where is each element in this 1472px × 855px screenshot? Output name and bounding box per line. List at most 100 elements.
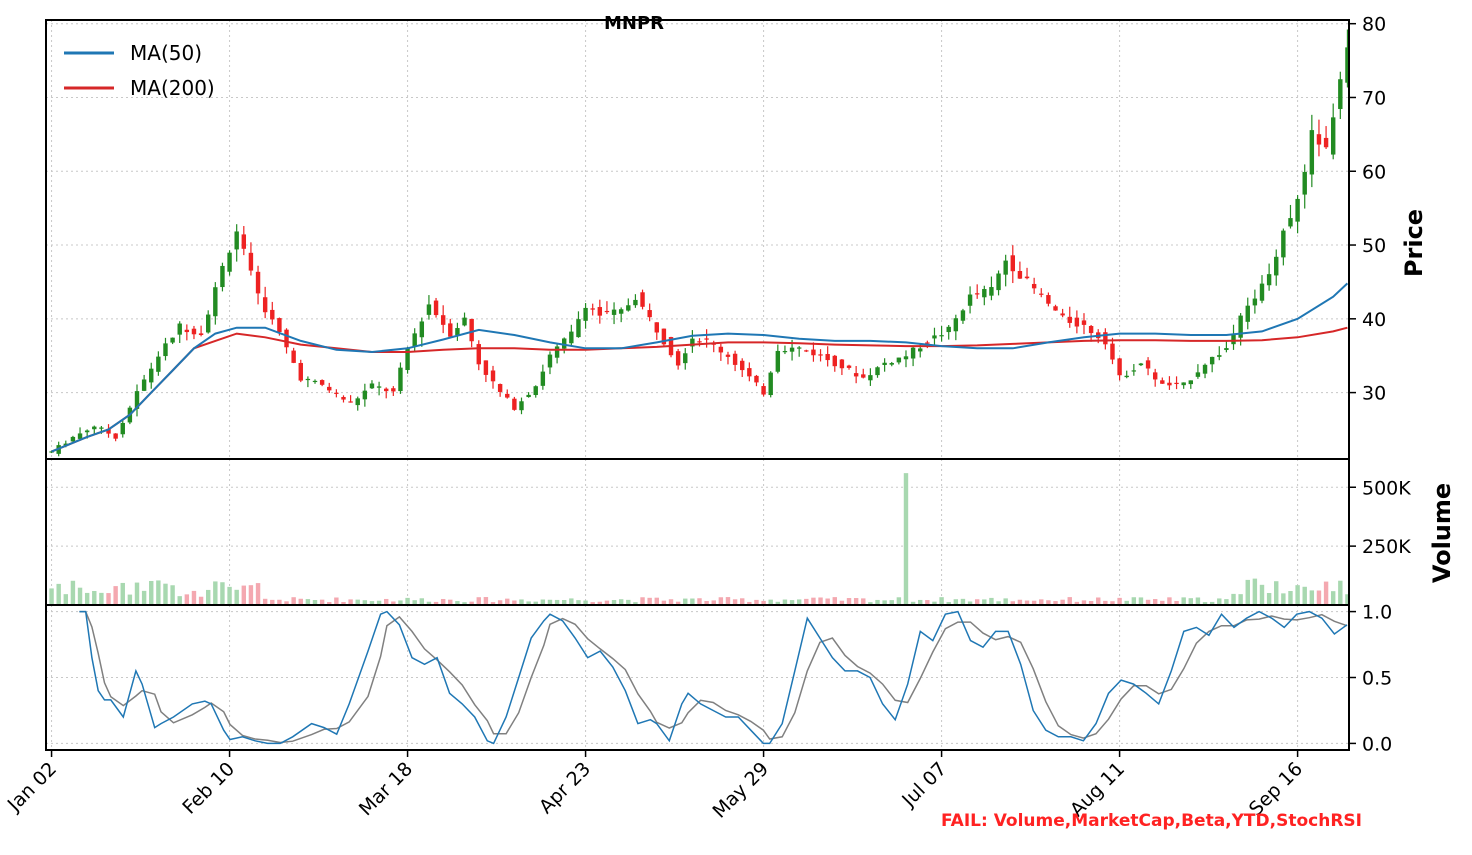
candle-body <box>832 355 837 367</box>
volume-bar <box>1345 594 1350 605</box>
volume-bar <box>597 601 603 605</box>
volume-bar <box>448 599 453 605</box>
candle-body <box>1330 117 1336 155</box>
volume-bar <box>1195 597 1201 605</box>
moving-average-lines <box>51 282 1349 453</box>
candle-body <box>953 318 959 332</box>
candle-body <box>412 333 417 347</box>
volume-tick-label: 500K <box>1362 477 1411 499</box>
candle-body <box>1302 171 1307 195</box>
candle-body <box>1160 380 1165 384</box>
volume-bar <box>540 599 546 605</box>
volume-bar <box>1152 599 1158 605</box>
volume-bar <box>362 600 368 605</box>
volume-bar <box>1217 598 1222 605</box>
price-gridlines <box>46 20 1349 459</box>
volume-bar <box>796 599 802 605</box>
candle-body <box>84 430 90 433</box>
volume-bar <box>1017 599 1023 605</box>
candle-body <box>99 427 104 429</box>
volume-bar <box>1309 590 1315 605</box>
candle-body <box>1316 134 1322 145</box>
candle-body <box>989 287 994 296</box>
candle-body <box>1031 283 1037 289</box>
candle-body <box>967 294 973 306</box>
candle-body <box>1110 343 1115 360</box>
candle-body <box>120 422 125 435</box>
volume-bar <box>127 594 133 605</box>
candle-body <box>1217 355 1222 357</box>
volume-bar <box>1338 580 1343 605</box>
candle-body <box>319 380 325 385</box>
candle-body <box>974 293 980 295</box>
candle-body <box>241 234 247 249</box>
volume-bar <box>690 598 695 605</box>
candle-body <box>248 252 254 271</box>
volume-bar <box>1330 591 1336 605</box>
volume-bar <box>177 596 182 605</box>
volume-bars <box>49 473 1350 605</box>
candle-body <box>433 300 439 316</box>
candle-body <box>661 328 667 345</box>
price-tick-label: 80 <box>1362 14 1386 36</box>
candle-body <box>1238 315 1243 338</box>
volume-bar <box>732 599 738 605</box>
volume-bar <box>412 600 417 605</box>
volume-bar <box>1316 590 1322 605</box>
stoch-k-line <box>79 610 1348 745</box>
candle-body <box>1323 137 1329 148</box>
volume-bar <box>861 598 866 605</box>
candle-body <box>754 375 759 383</box>
volume-bar <box>134 582 140 605</box>
candle-body <box>205 314 211 333</box>
candle-body <box>355 398 360 406</box>
volume-bar <box>205 589 211 605</box>
candle-body <box>348 401 353 403</box>
volume-bar <box>925 600 930 605</box>
volume-bar <box>960 598 966 605</box>
status-fail-text: FAIL: Volume,MarketCap,Beta,YTD,StochRSI <box>941 811 1362 831</box>
volume-bar <box>1224 599 1229 605</box>
volume-bar <box>277 599 282 605</box>
candle-body <box>704 338 709 340</box>
volume-bar <box>141 590 147 605</box>
candle-body <box>1209 356 1215 365</box>
candle-body <box>1003 260 1008 275</box>
volume-bar <box>1281 593 1286 605</box>
volume-bar <box>611 600 617 605</box>
candle-body <box>92 426 97 430</box>
volume-bar <box>754 599 759 605</box>
volume-bar <box>1274 581 1279 605</box>
stoch-tick-label: 0.5 <box>1362 668 1392 690</box>
volume-bar <box>711 600 716 605</box>
volume-bar <box>804 598 809 605</box>
ma50-line <box>51 282 1349 453</box>
volume-bar <box>519 599 524 605</box>
volume-bar <box>569 598 574 605</box>
candle-body <box>825 354 830 361</box>
volume-bar <box>903 473 909 605</box>
candle-body <box>1088 326 1094 334</box>
candle-body <box>1167 382 1172 386</box>
candle-body <box>654 322 659 333</box>
candle-body <box>604 310 610 313</box>
volume-bar <box>626 599 631 605</box>
candle-body <box>846 365 852 368</box>
volume-bar <box>355 599 360 605</box>
candle-body <box>369 383 375 389</box>
candle-body <box>519 401 524 411</box>
volume-bar <box>70 580 76 605</box>
volume-bar <box>996 601 1001 605</box>
price-tick-label: 60 <box>1362 161 1386 183</box>
volume-axis-title: Volume <box>1428 483 1456 583</box>
candle-body <box>946 326 951 333</box>
candle-body <box>640 292 645 307</box>
volume-bar <box>918 599 923 605</box>
candle-body <box>191 328 197 335</box>
candle-body <box>141 379 147 391</box>
candle-body <box>1266 274 1272 286</box>
volume-bar <box>234 589 239 605</box>
candle-body <box>839 359 845 369</box>
candle-body <box>811 349 816 356</box>
candle-body <box>184 329 190 333</box>
